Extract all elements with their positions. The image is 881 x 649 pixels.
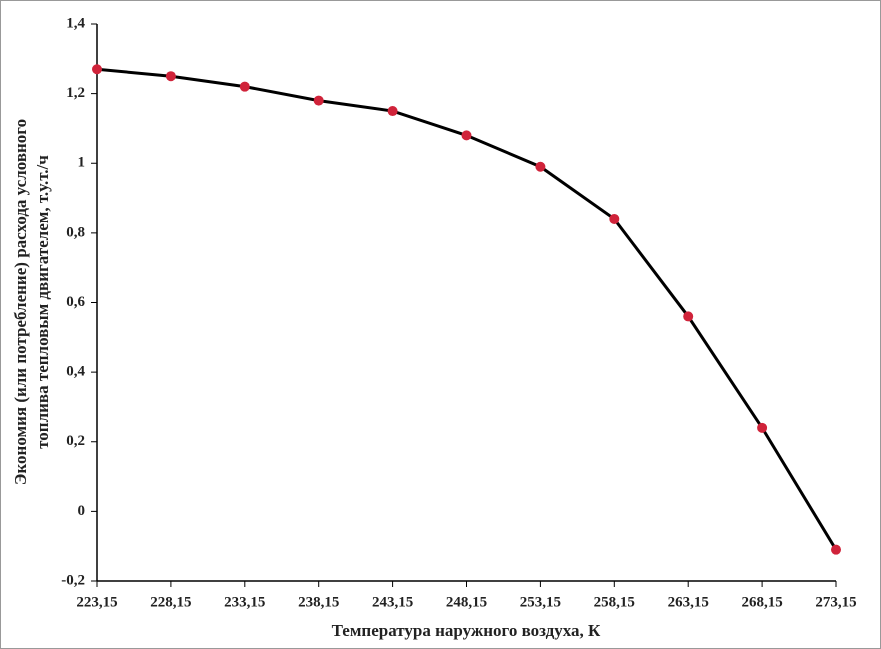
x-tick-label: 238,15: [298, 594, 339, 610]
data-point: [757, 422, 768, 433]
y-axis-title: топлива тепловым двигателем, т.у.т./ч: [33, 155, 52, 449]
data-point: [165, 71, 176, 82]
x-tick-label: 223,15: [76, 594, 117, 610]
data-point: [387, 106, 398, 117]
x-tick-label: 243,15: [372, 594, 413, 610]
y-tick-label: 0: [78, 503, 86, 519]
x-tick-label: 228,15: [150, 594, 191, 610]
x-tick-label: 263,15: [668, 594, 709, 610]
y-tick-label: 0,2: [66, 433, 85, 449]
y-tick-label: 0,6: [66, 294, 85, 310]
data-point: [535, 161, 546, 172]
x-tick-label: 233,15: [224, 594, 265, 610]
y-tick-label: 1,4: [66, 15, 85, 31]
x-tick-label: 253,15: [520, 594, 561, 610]
x-tick-label: 273,15: [815, 594, 856, 610]
x-axis-title: Температура наружного воздуха, К: [332, 621, 601, 640]
data-point: [683, 311, 694, 322]
data-point: [239, 81, 250, 92]
y-tick-label: 0,4: [66, 364, 85, 380]
data-point: [313, 95, 324, 106]
data-point: [609, 213, 620, 224]
y-tick-label: 1: [78, 155, 86, 171]
y-tick-label: 1,2: [66, 85, 85, 101]
y-axis-title: Экономия (или потребление) расхода услов…: [11, 119, 30, 485]
x-tick-label: 268,15: [741, 594, 782, 610]
data-point: [461, 130, 472, 141]
x-tick-label: 248,15: [446, 594, 487, 610]
data-point: [92, 64, 102, 75]
y-tick-label: 0,8: [66, 224, 85, 240]
y-tick-label: -0,2: [61, 572, 85, 588]
data-point: [831, 544, 841, 555]
x-tick-label: 258,15: [594, 594, 635, 610]
